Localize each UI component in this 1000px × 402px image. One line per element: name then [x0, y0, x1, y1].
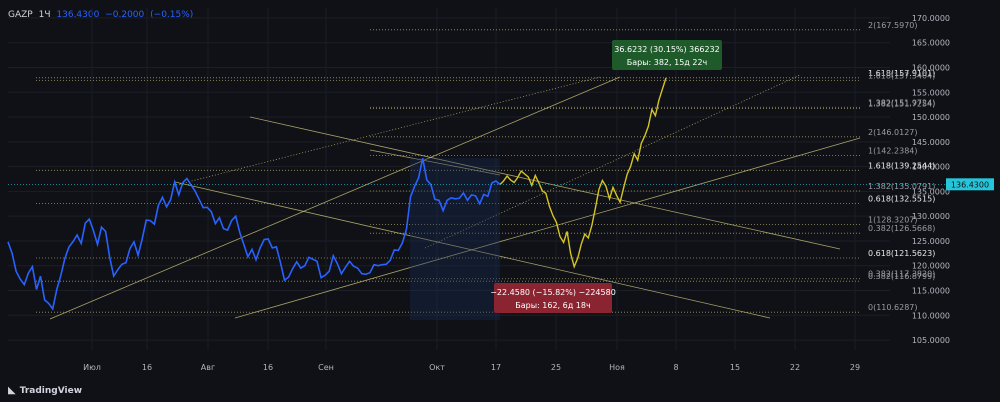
symbol-header: GAZP 1Ч 136.4300 −0.2000 (−0.15%)	[8, 10, 196, 20]
fib-level-label: 1.618(157.3404)	[868, 72, 935, 81]
x-tick-label: Ноя	[609, 363, 625, 372]
x-tick-label: Июл	[83, 363, 101, 372]
tradingview-logo-text: TradingView	[19, 385, 83, 396]
trend-line	[179, 76, 601, 185]
trend-line	[234, 137, 861, 319]
price-series-line	[7, 158, 501, 311]
trend-line	[369, 149, 501, 176]
fib-level-label: 0.618(121.5623)	[868, 249, 935, 258]
current-price: 136.4300	[56, 10, 100, 20]
measure-up-line2: Бары: 382, 15д 22ч	[627, 58, 708, 67]
y-tick-label: 125.0000	[912, 237, 950, 246]
y-tick-label: 160.0000	[912, 63, 950, 72]
fib-level-label: 0(110.6287)	[868, 303, 918, 312]
x-tick-label: 25	[551, 363, 561, 372]
y-tick-label: 115.0000	[912, 287, 950, 296]
last-price-tag-label: 136.4300	[951, 180, 989, 189]
measure-down-line1: −22.4580 (−15.82%) −224580	[490, 288, 616, 297]
y-tick-label: 145.0000	[912, 138, 950, 147]
trend-line	[49, 76, 621, 320]
selection-area	[410, 158, 500, 320]
x-tick-label: 22	[790, 363, 800, 372]
y-tick-label: 110.0000	[912, 311, 950, 320]
x-tick-label: Сен	[318, 363, 334, 372]
fib-level-label: 1.618(157.9101)	[868, 69, 935, 78]
y-tick-label: 140.0000	[912, 163, 950, 172]
fib-level-label: 1.382(151.9724)	[868, 98, 935, 107]
x-tick-label: 16	[263, 363, 273, 372]
y-tick-label: 135.0000	[912, 187, 950, 196]
last-price-tag	[946, 178, 994, 191]
y-tick-label: 120.0000	[912, 262, 950, 271]
measure-up-line1: 36.6232 (30.15%) 366232	[614, 45, 719, 54]
x-tick-label: 8	[673, 363, 678, 372]
fib-level-label: 2(146.0127)	[868, 128, 918, 137]
fib-level-label: 1.618(139.2544)	[868, 161, 935, 170]
fib-level-label: 1(142.2384)	[868, 147, 918, 156]
projection-series-line	[499, 77, 667, 269]
tradingview-logo[interactable]: ◣ TradingView	[8, 385, 82, 396]
measure-down-box	[494, 283, 612, 313]
fib-level-label: 1.382(135.0791)	[868, 182, 935, 191]
x-tick-label: Окт	[429, 363, 445, 372]
x-tick-label: 17	[491, 363, 501, 372]
tradingview-logo-icon: ◣	[8, 385, 16, 396]
x-tick-label: 29	[850, 363, 860, 372]
x-tick-label: 15	[730, 363, 740, 372]
fib-level-label: 0.382(126.5668)	[868, 224, 935, 233]
y-tick-label: 155.0000	[912, 88, 950, 97]
y-tick-label: 150.0000	[912, 113, 950, 122]
fib-level-label: 0.382(117.3820)	[868, 270, 935, 279]
fib-level-label: 1.382(151.7254)	[868, 99, 935, 108]
fib-level-label: 0.382(116.8799)	[868, 272, 935, 281]
fib-level-label: 0.618(132.5515)	[868, 195, 935, 204]
x-tick-label: 16	[142, 363, 152, 372]
price-change: −0.2000	[105, 10, 145, 20]
symbol-name[interactable]: GAZP	[8, 10, 33, 20]
y-tick-label: 105.0000	[912, 336, 950, 345]
measure-up-box	[612, 40, 722, 70]
y-tick-label: 170.0000	[912, 14, 950, 23]
x-tick-label: Авг	[201, 363, 215, 372]
fib-level-label: 1(128.3207)	[868, 215, 918, 224]
y-tick-label: 165.0000	[912, 39, 950, 48]
trend-line	[249, 116, 841, 250]
fib-level-label: 2(167.5970)	[868, 21, 918, 30]
y-tick-label: 130.0000	[912, 212, 950, 221]
measure-down-line2: Бары: 162, 6д 18ч	[515, 301, 590, 310]
price-change-percent: (−0.15%)	[150, 10, 194, 20]
interval-label[interactable]: 1Ч	[38, 10, 51, 20]
